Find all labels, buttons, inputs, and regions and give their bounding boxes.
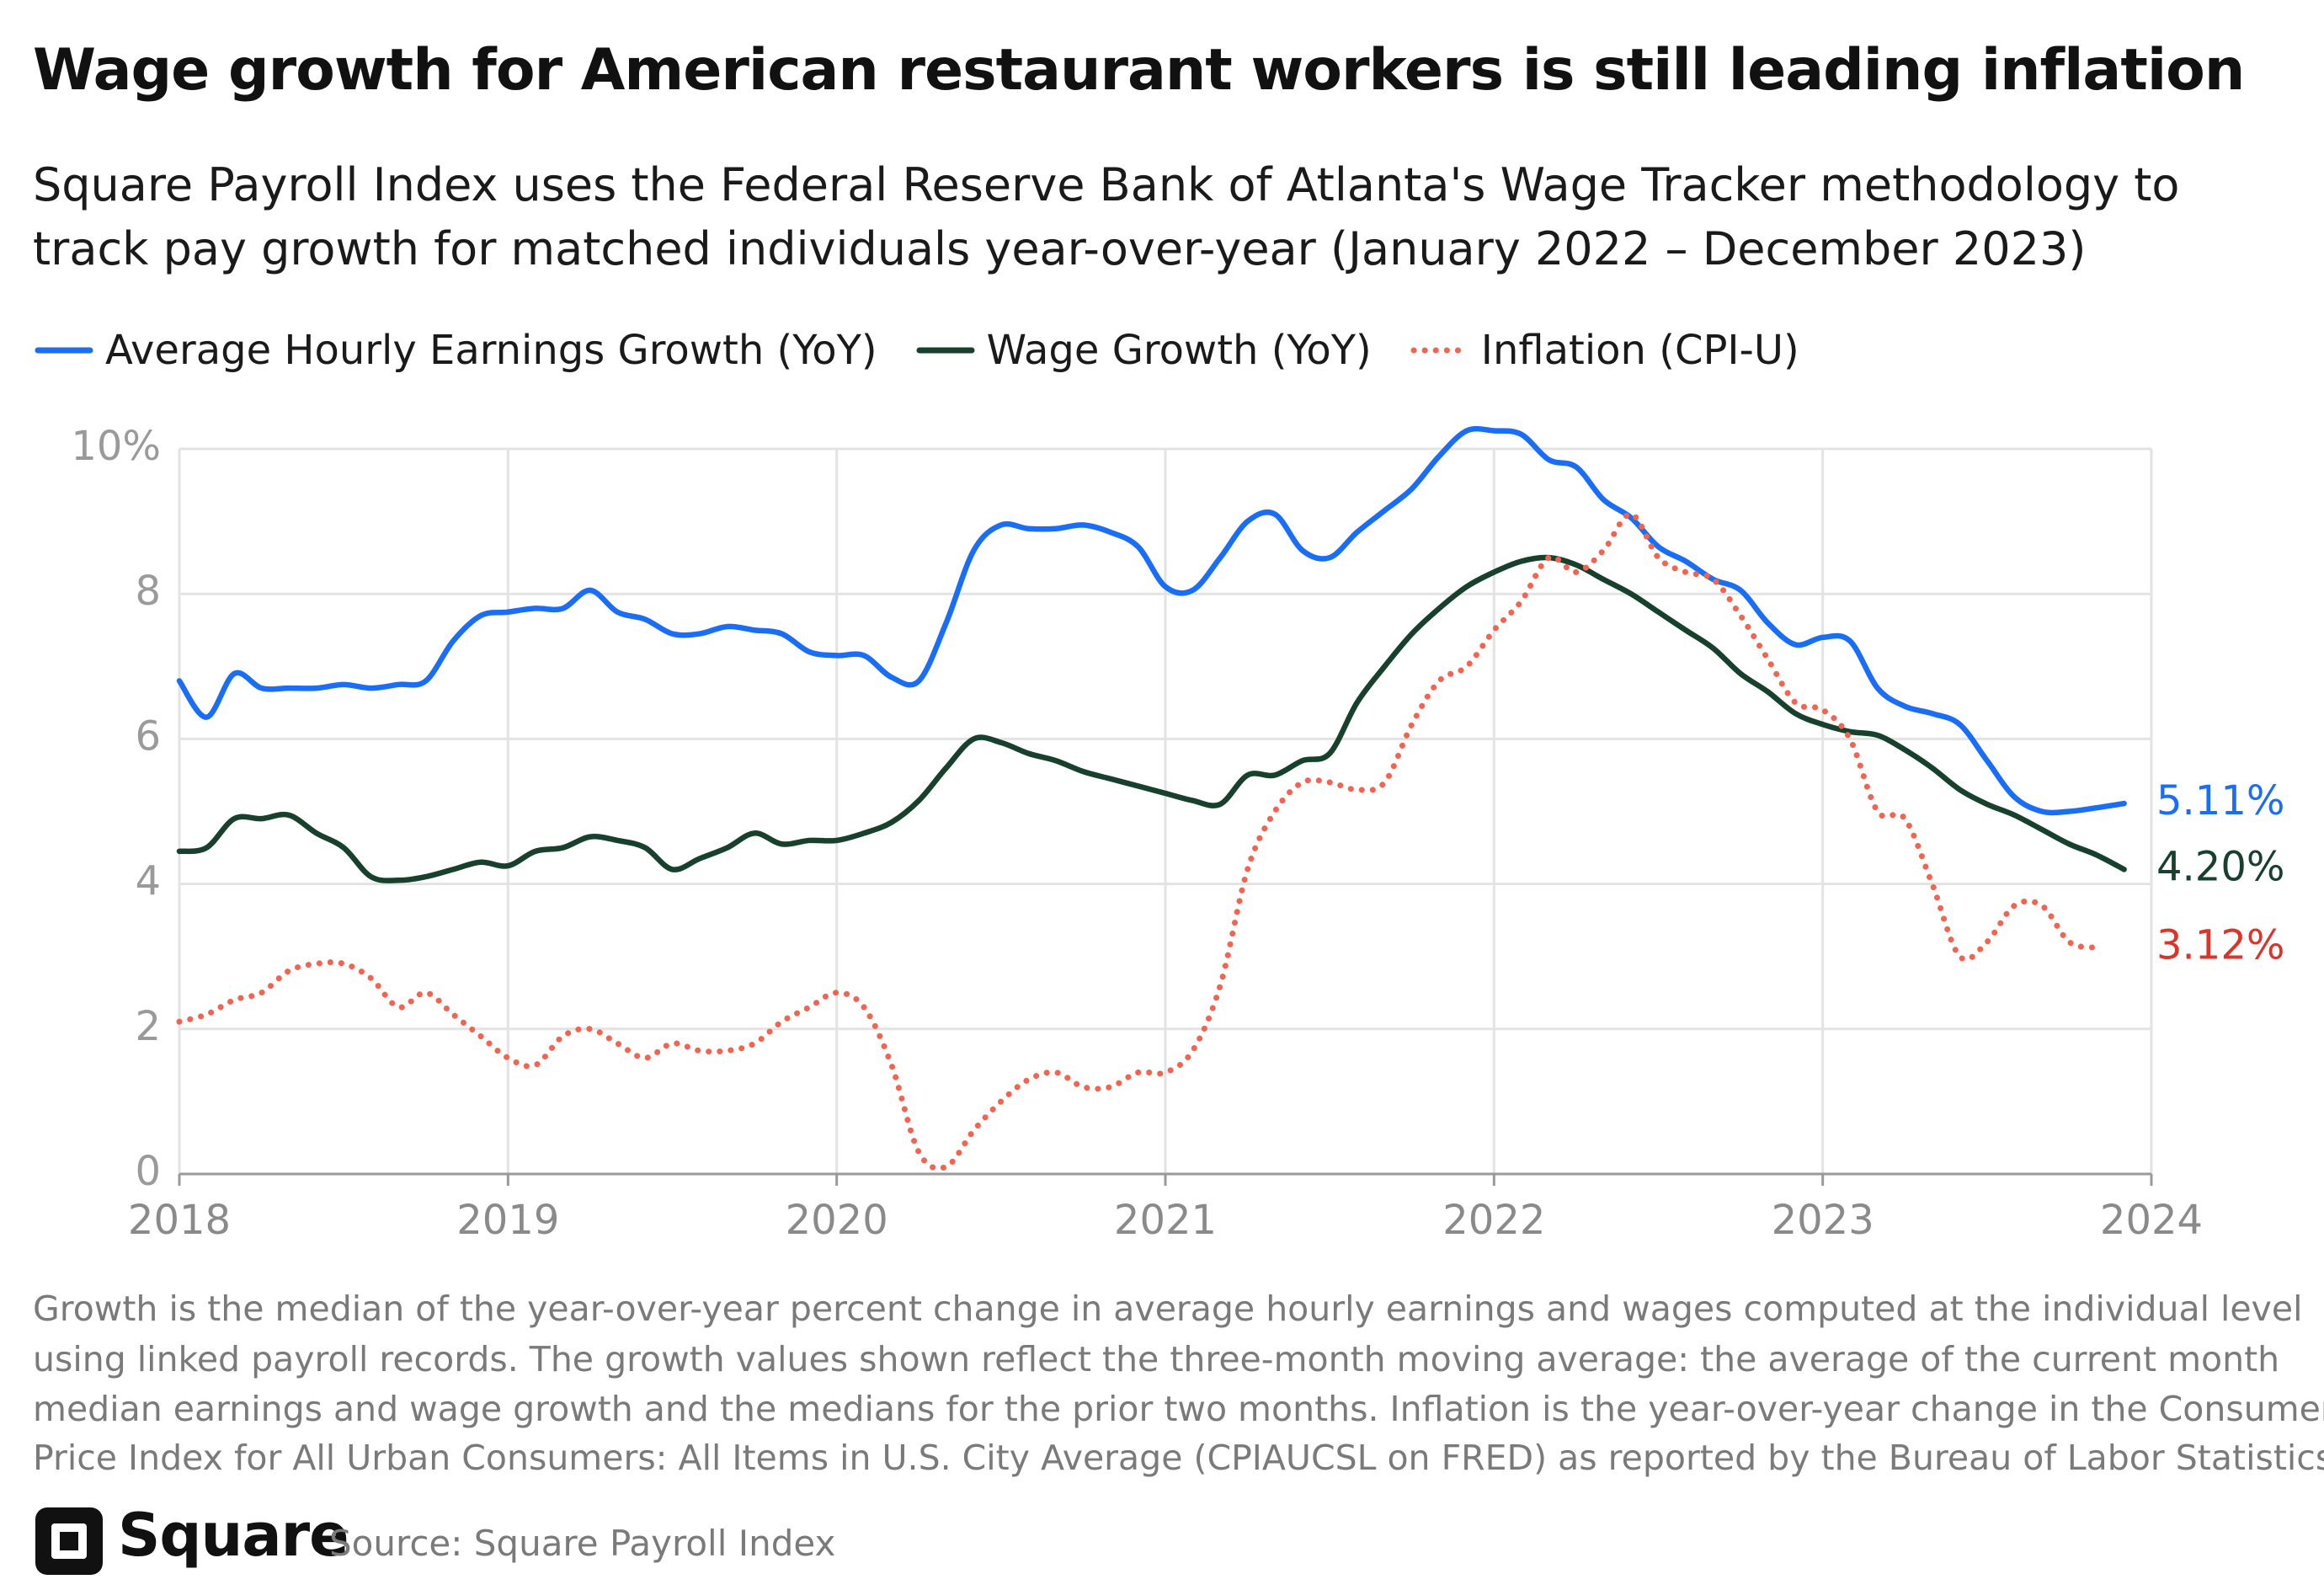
end-label: 4.20% xyxy=(2156,843,2284,890)
end-label: 5.11% xyxy=(2156,777,2284,824)
legend: Average Hourly Earnings Growth (YoY) Wage… xyxy=(33,327,1799,374)
y-tick-label: 6 xyxy=(135,712,161,760)
logo-core xyxy=(60,1532,78,1550)
y-tick-label: 10% xyxy=(71,423,161,470)
y-tick-label: 4 xyxy=(135,858,161,905)
legend-item: Inflation (CPI-U) xyxy=(1409,327,1799,374)
x-tick-label: 2022 xyxy=(1442,1197,1545,1244)
x-tick-label: 2019 xyxy=(456,1197,559,1244)
subtitle: track pay growth for matched individuals… xyxy=(33,222,2087,275)
subtitle: Square Payroll Index uses the Federal Re… xyxy=(33,158,2180,211)
y-tick-label: 8 xyxy=(135,568,161,615)
y-tick-label: 0 xyxy=(135,1148,161,1195)
footnote: using linked payroll records. The growth… xyxy=(33,1339,2280,1379)
x-tick-label: 2020 xyxy=(786,1197,888,1244)
legend-item: Average Hourly Earnings Growth (YoY) xyxy=(33,327,877,374)
logo-text: Square xyxy=(118,1501,349,1570)
series-line xyxy=(176,425,2127,816)
legend-label: Average Hourly Earnings Growth (YoY) xyxy=(105,327,877,374)
legend-item: Wage Growth (YoY) xyxy=(914,327,1372,374)
source: Source: Square Payroll Index xyxy=(329,1523,836,1564)
end-label: 3.12% xyxy=(2156,921,2284,968)
x-tick-label: 2018 xyxy=(128,1197,231,1244)
y-tick-label: 2 xyxy=(135,1003,161,1050)
legend-swatch xyxy=(916,347,975,354)
series-line xyxy=(176,554,2127,883)
legend-label: Wage Growth (YoY) xyxy=(986,327,1372,374)
x-tick-label: 2023 xyxy=(1772,1197,1874,1244)
legend-swatch xyxy=(35,347,93,354)
legend-label: Inflation (CPI-U) xyxy=(1480,327,1799,374)
footnote: Growth is the median of the year-over-ye… xyxy=(33,1289,2303,1329)
chart-title: Wage growth for American restaurant work… xyxy=(33,37,2245,104)
x-tick-label: 2024 xyxy=(2100,1197,2203,1244)
footnote: median earnings and wage growth and the … xyxy=(33,1389,2324,1429)
legend-swatch xyxy=(1410,347,1469,354)
logo-icon xyxy=(35,1507,103,1575)
x-tick-label: 2021 xyxy=(1114,1197,1217,1244)
series-line xyxy=(176,510,2100,1171)
footnote: Price Index for All Urban Consumers: All… xyxy=(33,1438,2324,1478)
